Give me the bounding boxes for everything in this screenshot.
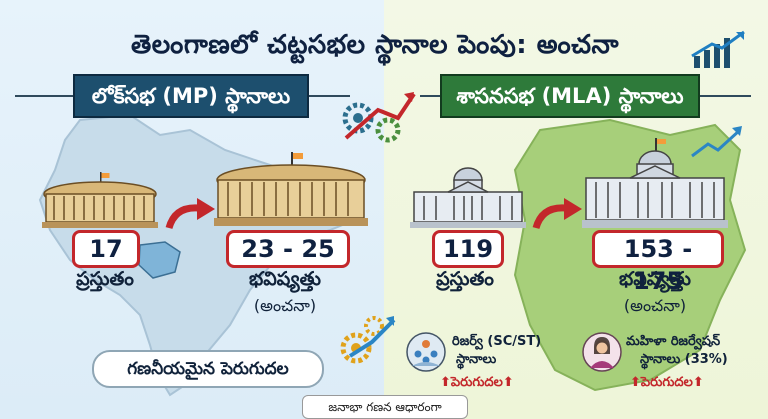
reserved-seats-line2: స్థానాలు: [456, 352, 497, 367]
woman-avatar-icon: [582, 332, 622, 372]
lok-sabha-future-value: 23 - 25: [226, 230, 350, 268]
footer-note: జనాభా గణన ఆధారంగా: [302, 395, 468, 419]
telangana-region-icon: [138, 241, 181, 279]
assembly-current-icon: [410, 167, 526, 228]
right-banner-rule-right: [696, 95, 751, 97]
arrow-up-icon: ⬆: [630, 375, 641, 390]
right-banner-rule-left: [420, 95, 440, 97]
trend-up-bar-icon: [691, 30, 745, 68]
left-banner-rule: [15, 95, 73, 97]
lok-sabha-future-sub: (అంచనా): [253, 296, 317, 315]
parliament-future-icon: [214, 152, 368, 226]
reserved-increase: ⬆పెరుగుదల⬆: [440, 375, 514, 393]
arrow-up-icon: ⬆: [502, 375, 514, 390]
assembly-current-value: 119: [432, 230, 504, 268]
assembly-banner: శాసనసభ (MLA) స్థానాలు: [440, 74, 700, 118]
people-group-icon: [406, 332, 446, 372]
women-increase-label: పెరుగుదల: [640, 375, 693, 390]
reserved-increase-label: పెరుగుదల: [450, 375, 503, 390]
lok-sabha-banner: లోక్‌సభ (MP) స్థానాలు: [73, 74, 309, 118]
women-reservation-line2: స్థానాలు (33%): [640, 352, 728, 367]
arrow-up-icon: ⬆: [692, 375, 704, 390]
lok-sabha-future-label: భవిష్యత్తు: [248, 268, 321, 290]
women-increase: ⬆పెరుగుదల⬆: [630, 375, 704, 393]
assembly-future-value: 153 - 175: [592, 230, 724, 295]
assembly-future-icon: [582, 138, 728, 228]
assembly-current-label: ప్రస్తుతం: [436, 268, 494, 290]
significant-increase-pill: గణనీయమైన పెరుగుదల: [92, 350, 324, 388]
left-banner-rule-right: [305, 95, 350, 97]
women-reservation-line1: మహిళా రిజర్వేషన్: [626, 334, 721, 349]
parliament-current-icon: [42, 172, 158, 228]
assembly-future-sub: (అంచనా): [623, 296, 687, 315]
assembly-future-label: భవిష్యత్తు: [618, 268, 691, 290]
gear-growth-icon: [340, 316, 396, 364]
gears-arrow-icon: [342, 92, 416, 143]
increase-arrow-icon: [165, 198, 215, 230]
arrow-up-icon: ⬆: [440, 375, 451, 390]
trend-up-arrow-icon: [691, 126, 742, 158]
increase-arrow-icon: [532, 198, 582, 230]
reserved-seats-line1: రిజర్వ్ (SC/ST): [452, 334, 542, 349]
lok-sabha-current-value: 17: [72, 230, 140, 268]
page-title: తెలంగాణలో చట్టసభల స్థానాల పెంపు: అంచనా: [131, 30, 619, 60]
lok-sabha-current-label: ప్రస్తుతం: [76, 268, 134, 290]
